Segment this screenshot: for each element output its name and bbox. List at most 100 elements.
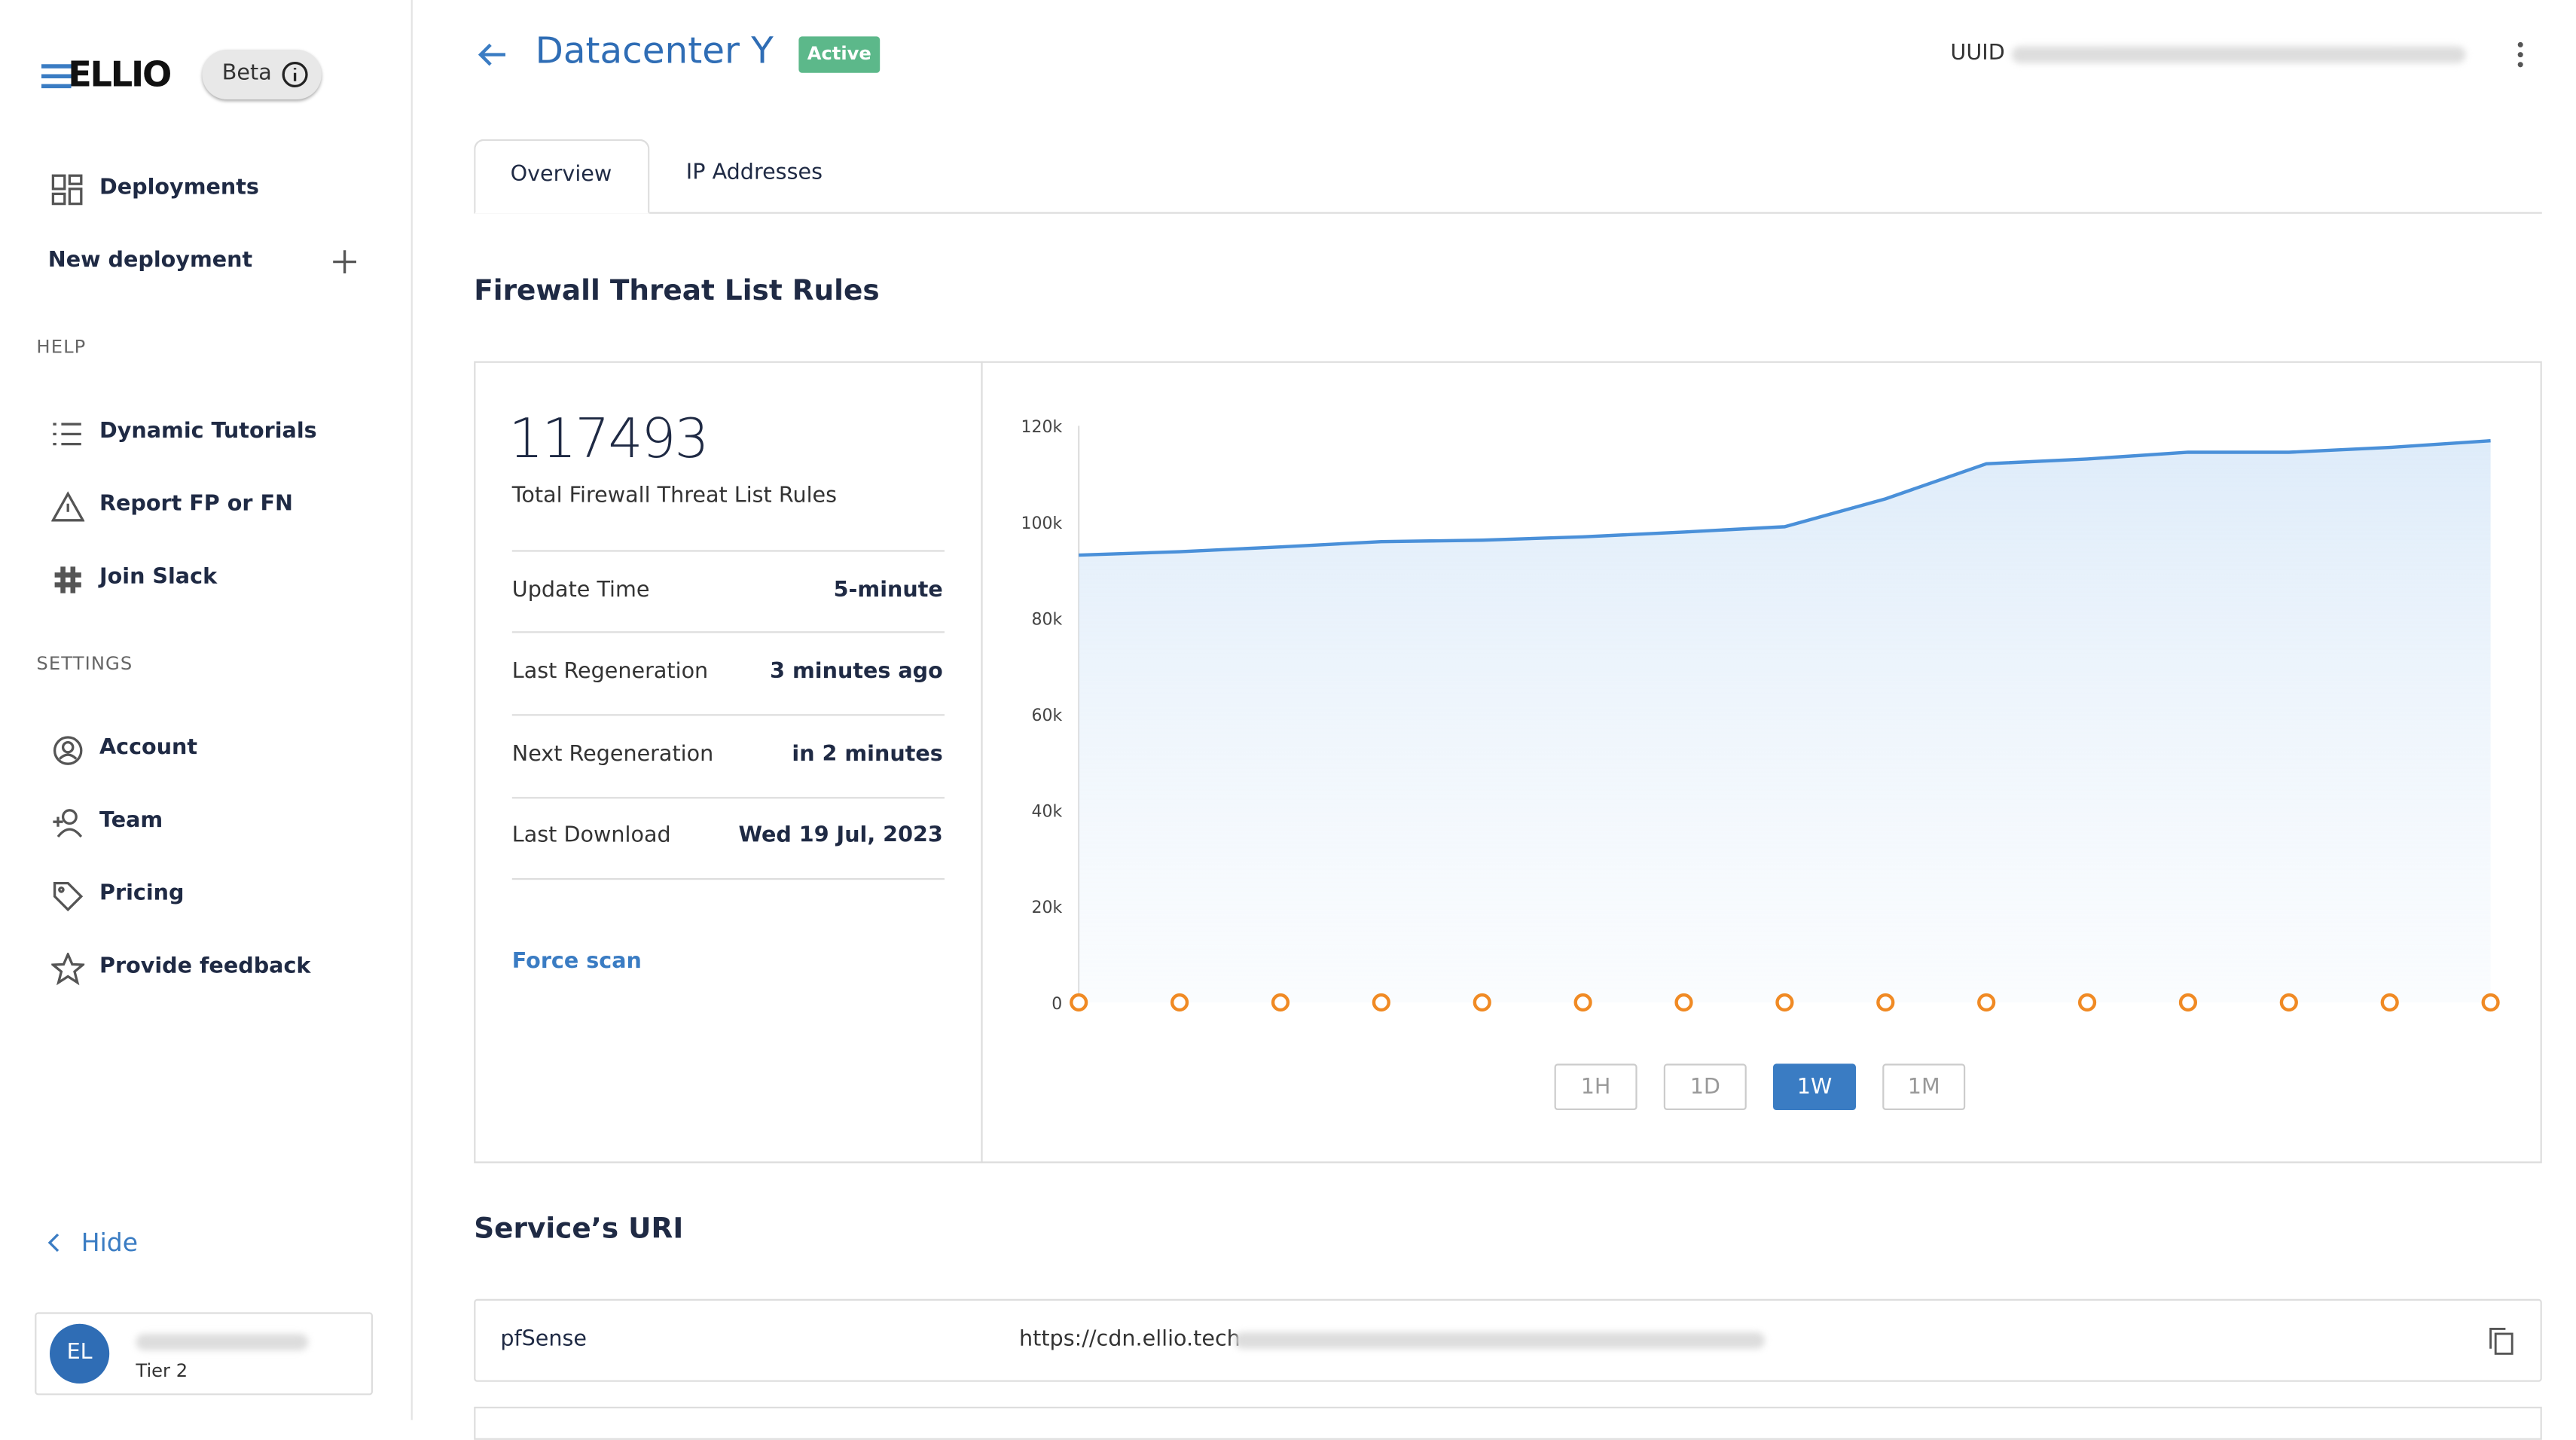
card [474, 361, 2542, 1164]
copy-icon[interactable] [2486, 1326, 2519, 1359]
point [1070, 993, 1088, 1012]
info-icon [282, 61, 308, 88]
area [1079, 441, 2491, 1002]
chart: 0 20k 40k 60k 80k 100k 120k [1021, 418, 2500, 1014]
y-tick-label: 0 [1051, 995, 1062, 1014]
separator [511, 878, 945, 880]
nav-item[interactable]: Report FP or FN [99, 492, 293, 517]
uuid-label: UUID [1950, 41, 2005, 66]
hide-link[interactable]: Hide [81, 1228, 139, 1258]
nav-item[interactable]: Dynamic Tutorials [99, 419, 317, 444]
avatar: EL [50, 1323, 110, 1384]
nav-item[interactable]: Deployments [99, 175, 259, 201]
uri-row: pfSense https://cdn.ellio.tech [474, 1298, 2542, 1382]
sidebar [0, 0, 413, 1420]
user-tier: Tier 2 [136, 1360, 188, 1382]
stat-value: 3 minutes ago [770, 659, 943, 685]
separator [511, 550, 945, 552]
stat-label: Last Download [511, 823, 671, 849]
tab-label: Overview [510, 162, 612, 188]
line [1079, 438, 2491, 557]
section-heading: HELP [36, 336, 87, 358]
kebab-menu[interactable] [2505, 38, 2538, 72]
range-button[interactable]: 1D [1663, 1063, 1747, 1110]
status-badge: Active [798, 36, 881, 73]
point [1271, 993, 1290, 1012]
point [1876, 993, 1895, 1012]
nav-item[interactable]: Provide feedback [99, 954, 311, 980]
nav-item[interactable]: New deployment [47, 249, 253, 273]
point [2077, 993, 2097, 1012]
range-button[interactable]: 1M [1882, 1063, 1966, 1110]
uri-blurred [1235, 1332, 1765, 1349]
nav-item[interactable]: Team [99, 808, 163, 834]
tab-line [474, 212, 2542, 214]
icon [53, 881, 84, 912]
total-label: Total Firewall Threat List Rules [511, 484, 838, 509]
back-arrow[interactable] [478, 40, 511, 73]
stat-value: 5-minute [833, 578, 943, 603]
nav-item[interactable]: Pricing [99, 881, 185, 907]
point [2279, 993, 2298, 1012]
point [1977, 993, 1996, 1012]
uri-url: https://cdn.ellio.tech [1019, 1327, 1241, 1353]
tab[interactable]: IP Addresses [685, 160, 823, 186]
add-icon[interactable] [330, 247, 363, 280]
y-tick-label: 20k [1031, 898, 1062, 917]
beta-text: Beta [221, 61, 272, 87]
uuid-blurred [2011, 46, 2466, 63]
uri-name: pfSense [500, 1327, 588, 1353]
page-title: Datacenter Y [535, 31, 774, 73]
y-tick-label: 40k [1031, 803, 1062, 822]
user-name-blurred [136, 1334, 309, 1350]
point [2380, 993, 2399, 1012]
user-box[interactable]: EL Tier 2 [35, 1312, 373, 1396]
nav-item[interactable]: Account [99, 735, 198, 761]
point [1674, 993, 1693, 1012]
y-tick-label: 100k [1021, 514, 1062, 533]
icon [53, 423, 81, 446]
total-count: 117493 [508, 406, 709, 471]
y-tick-label: 60k [1031, 706, 1062, 725]
force-scan-link[interactable]: Force scan [511, 949, 642, 975]
y-tick-label: 80k [1031, 610, 1062, 629]
divider [981, 361, 983, 1164]
logo-mark [41, 64, 72, 89]
section-heading: SETTINGS [36, 652, 133, 675]
range-button[interactable]: 1W [1773, 1063, 1856, 1110]
y-tick-label: 120k [1021, 418, 1062, 437]
separator [511, 714, 945, 716]
icon [51, 174, 83, 206]
point [1573, 993, 1592, 1012]
point [2178, 993, 2198, 1012]
nav-item[interactable]: Join Slack [99, 565, 218, 590]
stat-label: Last Regeneration [511, 659, 709, 685]
icon [53, 809, 83, 838]
separator [511, 797, 945, 799]
section-title: Firewall Threat List Rules [474, 275, 880, 309]
icon [51, 491, 85, 522]
separator [511, 631, 945, 633]
uri-row [474, 1406, 2542, 1440]
point [2481, 993, 2500, 1012]
point [1372, 993, 1390, 1012]
icon [51, 953, 85, 986]
point [1473, 993, 1491, 1012]
stat-value: in 2 minutes [792, 742, 943, 767]
stat-value: Wed 19 Jul, 2023 [738, 823, 943, 849]
point [1170, 993, 1189, 1012]
tab[interactable]: Overview [474, 139, 650, 214]
section-title: Service’s URI [474, 1213, 684, 1246]
beta-badge[interactable]: Beta [202, 50, 322, 99]
stat-label: Next Regeneration [511, 742, 714, 767]
chevron-icon [47, 1233, 60, 1252]
stat-label: Update Time [511, 578, 650, 603]
icon [54, 566, 81, 593]
point [1775, 993, 1794, 1012]
range-button[interactable]: 1H [1554, 1063, 1637, 1110]
logo: ELLIO [68, 54, 172, 95]
icon [53, 736, 83, 765]
